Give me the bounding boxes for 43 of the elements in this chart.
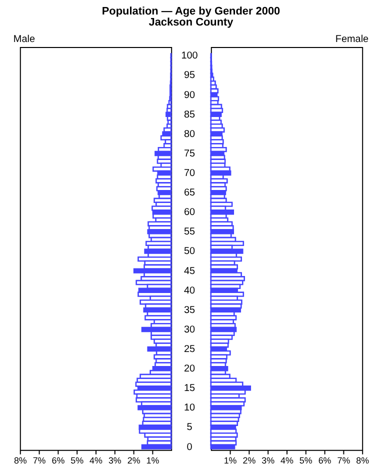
x-tick-label: 8% (14, 455, 27, 466)
y-tick-label: 60 (184, 207, 196, 218)
y-tick-label: 10 (184, 402, 196, 414)
x-tick-label: 6% (318, 455, 332, 466)
chart-subtitle: Jackson County (148, 16, 234, 29)
y-tick-label: 25 (184, 344, 196, 356)
x-tick-label: 7% (32, 455, 46, 466)
x-tick-label: 1% (146, 455, 160, 466)
text: Female (335, 34, 370, 46)
y-tick-label: 30 (184, 324, 196, 336)
x-tick-label: 8% (356, 455, 370, 466)
y-tick-label: 95 (184, 70, 196, 82)
y-tick-label: 70 (184, 168, 196, 180)
y-tick-label: 15 (184, 383, 196, 394)
y-tick-label: 0 (186, 442, 193, 453)
x-tick-label: 4% (280, 455, 294, 466)
x-tick-label: 4% (90, 455, 103, 466)
y-tick-label: 90 (184, 90, 196, 101)
y-tick-label: 5 (186, 422, 193, 434)
text: Male (13, 34, 36, 46)
x-tick-label: 6% (52, 455, 65, 466)
x-tick-label: 5% (299, 455, 312, 466)
y-tick-label: 75 (184, 148, 196, 160)
y-tick-label: 85 (184, 109, 196, 120)
bar (210, 444, 236, 450)
bar (141, 444, 172, 450)
x-tick-label: 7% (337, 455, 350, 466)
y-tick-label: 80 (184, 128, 196, 140)
y-tick-label: 65 (184, 188, 196, 199)
x-tick-label: 3% (108, 455, 122, 466)
x-tick-label: 2% (242, 455, 256, 466)
y-tick-label: 100 (181, 50, 198, 62)
y-tick-label: 20 (184, 364, 196, 375)
y-tick-label: 45 (184, 266, 196, 277)
chart-title: Population — Age by Gender 2000 (102, 6, 280, 18)
x-tick-label: 5% (70, 455, 84, 466)
y-tick-label: 40 (184, 285, 196, 296)
y-tick-label: 55 (184, 226, 196, 238)
x-tick-label: 1% (224, 455, 237, 466)
x-tick-label: 3% (262, 455, 275, 466)
x-tick-label: 2% (127, 455, 140, 466)
y-tick-label: 35 (184, 304, 196, 316)
y-tick-label: 50 (184, 246, 196, 258)
